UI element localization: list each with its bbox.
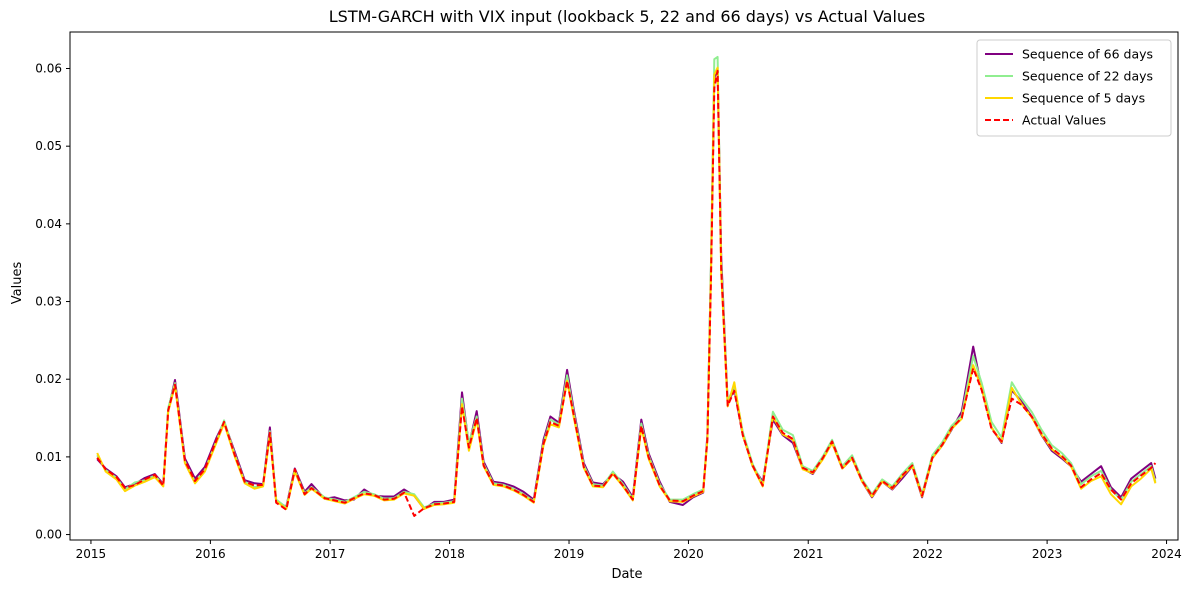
x-tick-label: 2015	[76, 547, 107, 561]
y-axis-label: Values	[10, 262, 25, 305]
x-tick-label: 2017	[315, 547, 346, 561]
x-tick-label: 2018	[434, 547, 465, 561]
y-tick-label: 0.03	[35, 295, 62, 309]
legend-entry: Sequence of 22 days	[1022, 69, 1153, 84]
plot-lines	[96, 55, 1157, 517]
x-axis: 2015 2016 2017 2018 2019 2020 2021 2022 2023 2024	[76, 540, 1182, 561]
x-tick-label: 2023	[1032, 547, 1063, 561]
x-tick-label: 2019	[554, 547, 585, 561]
series-line-4	[96, 69, 1157, 517]
y-tick-label: 0.06	[35, 62, 62, 76]
y-tick-label: 0.02	[35, 372, 62, 386]
chart-title: LSTM-GARCH with VIX input (lookback 5, 2…	[329, 7, 925, 26]
x-tick-label: 2022	[912, 547, 943, 561]
legend-box	[976, 39, 1172, 137]
legend-entry: Sequence of 5 days	[1022, 91, 1145, 106]
x-tick-label: 2020	[673, 547, 704, 561]
x-axis-label: Date	[611, 567, 642, 582]
x-tick-label: 2016	[195, 547, 226, 561]
y-tick-label: 0.04	[35, 217, 62, 231]
plot-frame	[69, 31, 1179, 541]
legend-entry: Actual Values	[1022, 113, 1106, 128]
y-tick-label: 0.00	[35, 528, 62, 542]
legend: Sequence of 66 days Sequence of 22 days Se…	[976, 39, 1172, 137]
y-tick-label: 0.05	[35, 139, 62, 153]
y-axis: 0.00 0.01 0.02 0.03 0.04 0.05 0.06	[35, 62, 70, 542]
legend-entry: Sequence of 66 days	[1022, 47, 1153, 62]
x-tick-label: 2021	[793, 547, 824, 561]
y-tick-label: 0.01	[35, 450, 62, 464]
x-tick-label: 2024	[1151, 547, 1182, 561]
